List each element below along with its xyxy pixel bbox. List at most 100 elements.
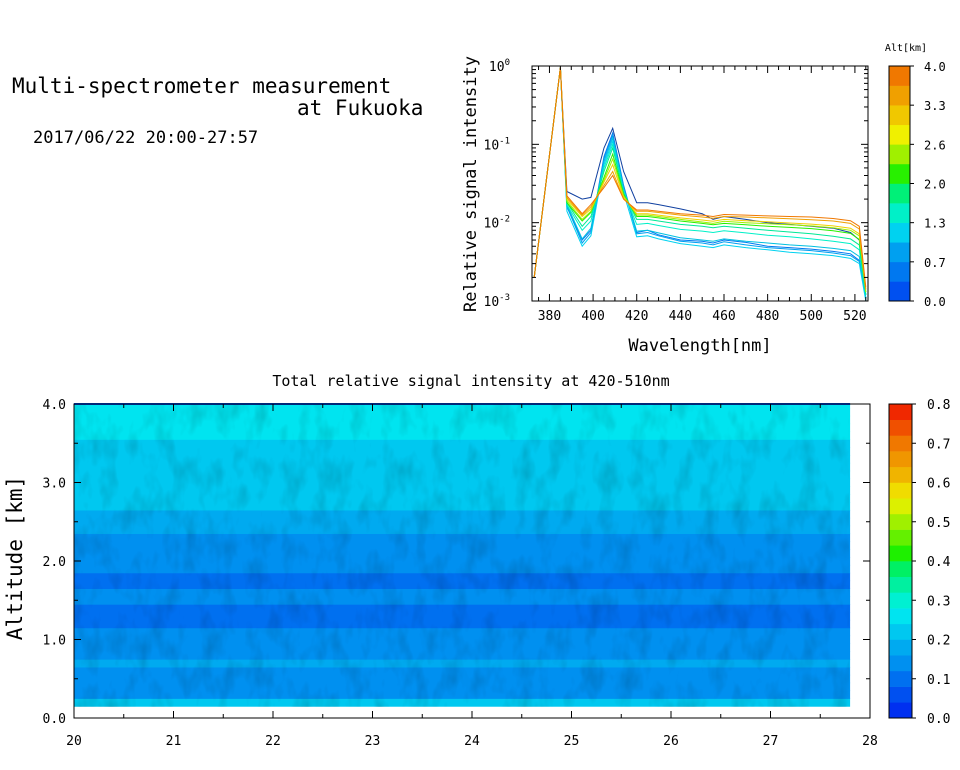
spectrum-y-tick-label: 10-1	[484, 136, 511, 153]
spectrum-y-tick-label: 10-3	[484, 293, 511, 310]
heatmap-y-tick-label: 2.0	[43, 555, 66, 570]
spectrum-x-tick-label: 520	[843, 309, 866, 324]
heatmap-colorbar-swatch	[889, 561, 912, 577]
heatmap-colorbar-tick-label: 0.1	[927, 673, 950, 688]
spectrum-series-line	[533, 67, 867, 298]
heatmap-y-tick-label: 3.0	[43, 477, 66, 492]
heatmap-colorbar-swatch	[889, 608, 912, 625]
heatmap-colorbar-swatch	[889, 513, 912, 530]
heatmap-colorbar-swatch	[889, 670, 912, 687]
spectrum-plot-frame	[531, 65, 869, 302]
heatmap-colorbar-swatch	[889, 592, 912, 609]
spectrum-series-line	[533, 67, 867, 288]
heatmap-colorbar-swatch	[889, 435, 912, 452]
spectrum-colorbar-tick-label: 1.3	[924, 217, 946, 231]
spectrum-series-line	[533, 67, 867, 295]
spectrum-colorbar-swatch	[889, 183, 910, 204]
spectrum-x-tick-label: 420	[625, 309, 648, 324]
heatmap-colorbar-swatch	[889, 545, 912, 562]
heatmap-colorbar-tick-label: 0.0	[927, 712, 950, 727]
heatmap-colorbar-swatch	[889, 655, 912, 672]
heatmap-x-tick-label: 21	[166, 734, 182, 749]
heatmap-x-tick-label: 26	[663, 734, 679, 749]
heatmap-colorbar-swatch	[889, 419, 912, 436]
heatmap-y-axis-label: Altitude [km]	[3, 476, 27, 640]
heatmap-colorbar-swatch	[889, 404, 912, 420]
figure-subtitle: 2017/06/22 20:00-27:57	[33, 128, 259, 148]
spectrum-series-line	[533, 67, 867, 290]
heatmap-colorbar-swatch	[889, 639, 912, 656]
spectrum-axes: 380 400 420 440 460 480 500 520 10-3 10-2 10-1 100	[484, 58, 869, 324]
spectrum-series-line	[533, 67, 867, 298]
spectrum-series-line	[533, 67, 867, 290]
spectrum-series-line	[533, 67, 867, 295]
heatmap-colorbar-tick-label: 0.2	[927, 634, 950, 649]
spectrum-colorbar-swatch	[889, 124, 910, 145]
heatmap-colorbar-swatch	[889, 451, 912, 468]
spectrum-colorbar-swatch	[889, 144, 910, 165]
spectrum-x-tick-label: 500	[800, 309, 823, 324]
spectrum-colorbar-swatch	[889, 163, 910, 184]
spectrum-x-tick-label: 440	[669, 309, 692, 324]
heatmap-x-tick-label: 20	[66, 734, 82, 749]
heatmap-x-tick-label: 25	[564, 734, 580, 749]
spectrum-colorbar-tick-label: 3.3	[924, 99, 946, 113]
heatmap-colorbar-swatch	[889, 686, 912, 703]
heatmap-colorbar-swatch	[889, 702, 912, 719]
heatmap-colorbar-tick-label: 0.4	[927, 555, 951, 570]
spectrum-colorbar-swatch	[889, 203, 910, 223]
figure-title-line1: Multi-spectrometer measurement	[12, 74, 392, 98]
spectrum-x-tick-label: 460	[712, 309, 735, 324]
spectrum-series-line	[533, 67, 867, 293]
spectrum-colorbar-swatch	[889, 281, 910, 302]
spectrum-series-line	[533, 67, 867, 295]
spectrum-y-axis-label: Relative signal intensity	[461, 56, 481, 312]
heatmap-y-tick-label: 0.0	[43, 712, 66, 727]
spectrum-colorbar-swatch	[889, 222, 910, 243]
spectrum-colorbar-tick-label: 2.6	[924, 138, 946, 152]
heatmap-x-tick-label: 22	[265, 734, 281, 749]
spectrum-series-line	[533, 67, 867, 302]
heatmap-chart: Total relative signal intensity at 420-5…	[3, 372, 951, 749]
spectrum-series-group	[533, 67, 867, 302]
spectrum-colorbar-swatch	[889, 85, 910, 106]
spectrum-series-line	[533, 67, 867, 298]
figure-title-line2: at Fukuoka	[297, 96, 424, 120]
heatmap-y-tick-label: 4.0	[43, 398, 66, 413]
spectrum-colorbar-tick-label: 2.0	[924, 178, 946, 192]
heatmap-colorbar: 0.0 0.1 0.2 0.3 0.4 0.5 0.6 0.7 0.8	[888, 398, 951, 727]
heatmap-colorbar-swatch	[889, 498, 912, 515]
heatmap-colorbar-swatch	[889, 482, 912, 499]
heatmap-y-tick-label: 1.0	[43, 634, 66, 649]
heatmap-colorbar-swatch	[889, 623, 912, 640]
heatmap-title: Total relative signal intensity at 420-5…	[272, 372, 669, 390]
heatmap-x-tick-label: 23	[365, 734, 381, 749]
spectrum-colorbar-label: Alt[km]	[885, 43, 927, 54]
spectrum-colorbar-swatch	[889, 105, 910, 126]
spectrum-y-tick-label: 10-2	[484, 215, 511, 232]
heatmap-colorbar-tick-label: 0.7	[927, 437, 950, 452]
spectrum-colorbar-swatch	[889, 242, 910, 263]
heatmap-x-tick-label: 28	[862, 734, 878, 749]
heatmap-texture	[74, 404, 849, 707]
heatmap-colorbar-tick-label: 0.6	[927, 477, 950, 492]
spectrum-x-tick-label: 480	[756, 309, 779, 324]
heatmap-x-tick-label: 27	[763, 734, 779, 749]
heatmap-colorbar-tick-label: 0.3	[927, 594, 950, 609]
heatmap-colorbar-swatch	[889, 529, 912, 546]
spectrum-colorbar-tick-label: 0.7	[924, 256, 946, 270]
spectrum-colorbar-swatch	[889, 66, 910, 86]
spectrum-chart: 380 400 420 440 460 480 500 52010-310-210-1100 …	[461, 43, 946, 356]
spectrum-y-tick-label: 100	[489, 58, 510, 75]
spectrum-colorbar: 4.0 3.3 2.6 2.0 1.3 0.7 0.0	[888, 60, 946, 309]
heatmap-axes: 20 21 22 23 24 25 26 27 28 0.0 1.0 2.0 3.0 4.0	[43, 398, 878, 749]
spectrum-colorbar-tick-label: 4.0	[924, 60, 946, 74]
spectrum-colorbar-tick-label: 0.0	[924, 295, 946, 309]
heatmap-x-tick-label: 24	[464, 734, 480, 749]
spectrum-x-axis-label: Wavelength[nm]	[628, 336, 771, 356]
heatmap-colorbar-swatch	[889, 466, 912, 483]
spectrum-series-line	[533, 67, 867, 293]
spectrum-colorbar-swatch	[889, 261, 910, 282]
spectrum-x-tick-label: 400	[581, 309, 604, 324]
heatmap-colorbar-tick-label: 0.8	[927, 398, 950, 413]
